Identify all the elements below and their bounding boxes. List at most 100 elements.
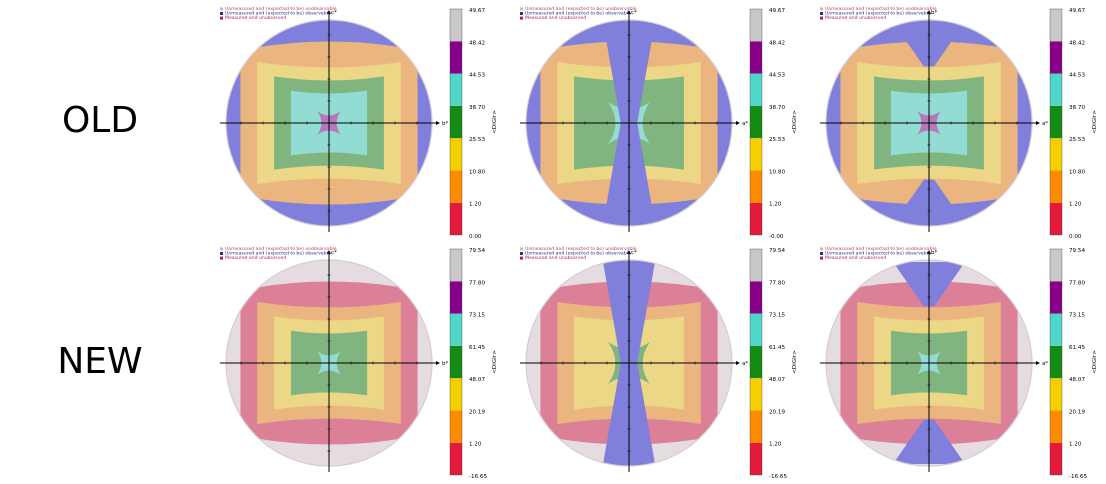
- legend-entry: Measured and unobserved: [525, 255, 586, 261]
- colorbar-title: <DiGIr>: [1092, 350, 1098, 374]
- horizontal-axis-label: a*: [742, 121, 748, 127]
- horizontal-axis-label: a*: [742, 361, 748, 367]
- colorbar-tick-label: 49.67: [769, 8, 785, 14]
- legend-entry: Unmeasured and (expected to be) unobserv…: [825, 246, 937, 252]
- row-label-new: NEW: [57, 341, 143, 382]
- heatmap-body: [526, 260, 732, 466]
- colorbar-segment: [750, 9, 762, 42]
- colorbar-segment: [750, 313, 762, 346]
- colorbar-tick-label: 48.42: [1069, 40, 1085, 46]
- legend-swatch: [820, 7, 823, 11]
- vertical-axis-label: c*: [331, 250, 337, 256]
- colorbar-tick-label: 73.15: [469, 313, 485, 319]
- colorbar-title: <DiGIr>: [1092, 110, 1098, 134]
- colorbar-segment: [750, 73, 762, 106]
- colorbar-tick-label: 77.80: [1069, 280, 1085, 286]
- row-label-old: OLD: [61, 100, 139, 141]
- colorbar-tick-label: 44.53: [1069, 73, 1085, 79]
- colorbar-segment: [450, 73, 462, 106]
- colorbar-tick-label: 25.53: [1069, 137, 1085, 143]
- legend-swatch: [520, 252, 523, 255]
- colorbar-tick-label: 38.70: [469, 105, 485, 111]
- colorbar-segment: [750, 345, 762, 379]
- colorbar-segment: [450, 410, 462, 443]
- horizontal-arrow-icon: [436, 361, 440, 365]
- colorbar-segment: [1050, 138, 1062, 171]
- colorbar-tick-label: 10.80: [1069, 169, 1085, 175]
- vertical-axis-label: b*: [931, 10, 938, 16]
- legend-entry: Measured and unobserved: [225, 255, 286, 261]
- colorbar-tick-label: 48.07: [769, 377, 785, 383]
- colorbar-segment: [750, 410, 762, 443]
- horizontal-axis-label: a*: [1042, 361, 1048, 367]
- chart-panel-new-2: c* a* Unmeasured and (expected to be) unob…: [520, 246, 798, 480]
- legend-swatch: [520, 7, 523, 11]
- chart-panel-new-3: b* a* Unmeasured and (expected to be) unob…: [820, 246, 1098, 480]
- vertical-axis-label: c*: [631, 250, 637, 256]
- legend-swatch: [220, 12, 223, 15]
- legend-swatch: [520, 12, 523, 15]
- horizontal-arrow-icon: [1036, 121, 1040, 125]
- horizontal-arrow-icon: [1036, 361, 1040, 365]
- legend-swatch: [820, 12, 823, 15]
- colorbar-segment: [450, 41, 462, 74]
- colorbar-frame: [449, 8, 463, 236]
- vertical-axis-label: c*: [631, 10, 637, 16]
- colorbar-segment: [1050, 105, 1062, 139]
- horizontal-arrow-icon: [736, 121, 740, 125]
- colorbar-segment: [750, 378, 762, 411]
- colorbar-segment: [450, 281, 462, 314]
- colorbar-tick-label: 0.00: [469, 234, 482, 240]
- horizontal-arrow-icon: [436, 121, 440, 125]
- colorbar-segment: [1050, 202, 1062, 235]
- colorbar-tick-label: 10.80: [469, 169, 485, 175]
- colorbar-tick-label: 48.07: [469, 377, 485, 383]
- colorbar-title: <DiGIr>: [792, 350, 798, 374]
- colorbar-tick-label: 61.45: [1069, 345, 1085, 351]
- legend-entry: Unmeasured and (expected to be) unobserv…: [225, 6, 337, 12]
- colorbar-tick-label: 49.67: [1069, 8, 1085, 14]
- chart-panel-old-3: b* a* Unmeasured and (expected to be) unob…: [820, 6, 1098, 240]
- colorbar-tick-label: 1.20: [469, 202, 482, 208]
- colorbar-tick-label: 77.80: [769, 280, 785, 286]
- legend-entry: Unmeasured and (expected to be) observab…: [225, 251, 331, 257]
- colorbar-segment: [450, 345, 462, 379]
- colorbar-tick-label: 1.20: [769, 202, 782, 208]
- legend-entry: Measured and unobserved: [225, 15, 286, 21]
- heatmap-body: [226, 260, 432, 466]
- legend-swatch: [820, 247, 823, 251]
- colorbar-segment: [450, 170, 462, 203]
- vertical-arrow-icon: [627, 250, 631, 254]
- legend-swatch: [220, 16, 223, 20]
- horizontal-axis-label: b*: [442, 121, 449, 127]
- legend-swatch: [820, 16, 823, 20]
- colorbar-tick-label: 25.53: [769, 137, 785, 143]
- vertical-arrow-icon: [327, 250, 331, 254]
- colorbar-frame: [749, 248, 763, 476]
- colorbar-tick-label: 10.80: [769, 169, 785, 175]
- colorbar-segment: [1050, 73, 1062, 106]
- colorbar-segment: [450, 249, 462, 282]
- legend-swatch: [520, 247, 523, 251]
- legend-entry: Unmeasured and (expected to be) observab…: [825, 11, 931, 17]
- colorbar-tick-label: 61.45: [769, 345, 785, 351]
- horizontal-arrow-icon: [736, 361, 740, 365]
- vertical-arrow-icon: [327, 10, 331, 14]
- colorbar-tick-label: 44.53: [769, 73, 785, 79]
- colorbar-tick-label: 38.70: [769, 105, 785, 111]
- legend-entry: Unmeasured and (expected to be) observab…: [825, 251, 931, 257]
- legend-entry: Unmeasured and (expected to be) observab…: [225, 11, 331, 17]
- colorbar-tick-label: 44.53: [469, 73, 485, 79]
- colorbar-tick-label: -0.00: [769, 234, 784, 240]
- colorbar-tick-label: 79.54: [469, 248, 485, 254]
- legend-entry: Unmeasured and (expected to be) unobserv…: [525, 6, 637, 12]
- legend-entry: Unmeasured and (expected to be) unobserv…: [825, 6, 937, 12]
- colorbar-title: <DiGIr>: [492, 350, 498, 374]
- legend-swatch: [220, 7, 223, 11]
- colorbar-frame: [749, 8, 763, 236]
- colorbar-segment: [450, 9, 462, 42]
- colorbar-segment: [750, 249, 762, 282]
- vertical-axis-label: c*: [331, 10, 337, 16]
- colorbar-segment: [750, 281, 762, 314]
- colorbar-tick-label: 20.19: [469, 409, 485, 415]
